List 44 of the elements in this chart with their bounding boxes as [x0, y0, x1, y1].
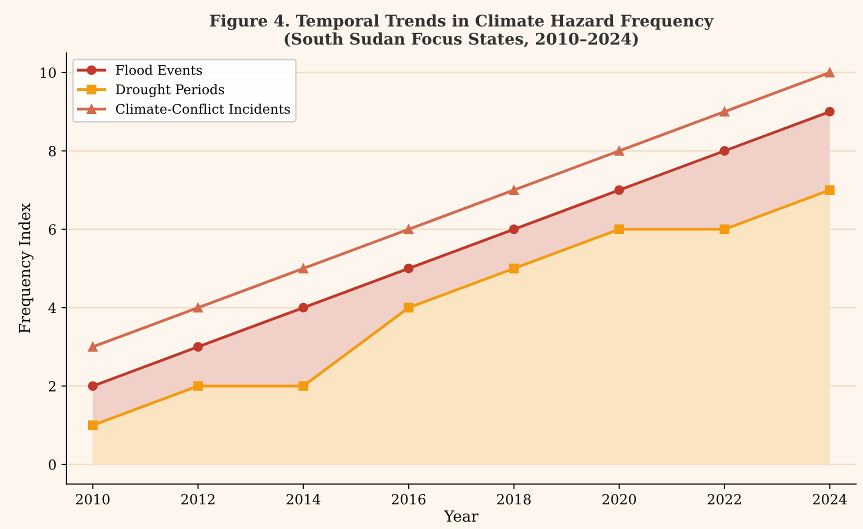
y-tick-label: 0 [48, 459, 56, 470]
point [88, 420, 98, 430]
y-tick-label: 8 [48, 146, 56, 156]
point [404, 264, 414, 274]
point [509, 224, 519, 234]
point [720, 224, 730, 234]
point [298, 302, 308, 313]
point [614, 185, 624, 195]
y-axis-title: Frequency Index [18, 203, 34, 334]
point [824, 68, 835, 78]
point [509, 264, 519, 274]
point [88, 342, 98, 352]
y-tick-label: 10 [40, 67, 56, 78]
x-tick-label: 2022 [708, 494, 741, 505]
point [720, 146, 730, 156]
x-tick-label: 2016 [392, 494, 426, 505]
point [193, 342, 203, 352]
x-tick-label: 2024 [813, 494, 847, 505]
y-tick-label: 2 [48, 381, 56, 392]
point [298, 381, 308, 391]
point [298, 264, 308, 274]
legend-label: Climate-Conflict Incidents [116, 104, 290, 114]
x-tick-label: 2010 [76, 494, 110, 505]
point [720, 106, 730, 117]
point [404, 302, 414, 313]
x-axis-title: Year [444, 510, 478, 522]
point [404, 224, 414, 234]
y-tick-label: 4 [48, 302, 56, 313]
point [824, 185, 835, 195]
chart-title: Figure 4. Temporal Trends in Climate Hazard Frequency (South Sudan Focus States, 2010–2024) [210, 14, 714, 48]
point [193, 381, 203, 391]
point [193, 302, 203, 313]
point [824, 106, 835, 117]
point [614, 146, 624, 156]
x-tick-label: 2018 [497, 494, 531, 505]
x-tick-label: 2020 [602, 494, 636, 505]
point [509, 185, 519, 195]
legend-label: Drought Periods [116, 84, 224, 98]
x-tick-label: 2012 [181, 494, 214, 505]
point [88, 381, 98, 391]
x-tick-label: 2014 [286, 494, 320, 505]
y-tick-label: 6 [48, 224, 56, 235]
legend-label: Flood Events [116, 64, 202, 75]
point [614, 224, 624, 234]
